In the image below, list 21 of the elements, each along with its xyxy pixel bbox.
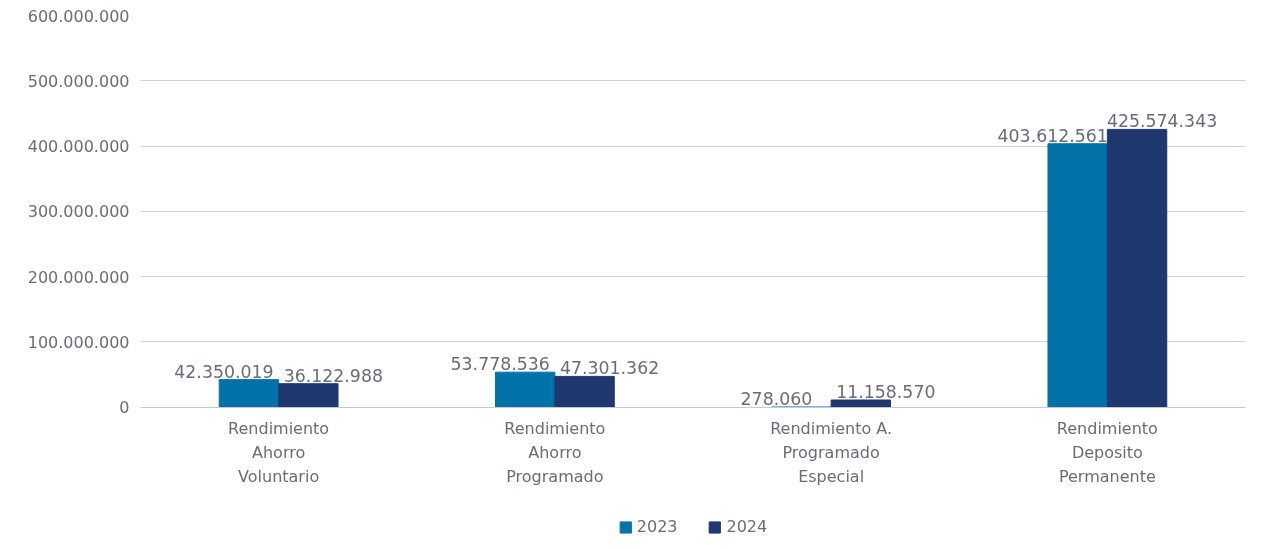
y-tick-label: 0 [119, 398, 130, 418]
y-tick-label: 600.000.000 [27, 6, 130, 26]
x-tick-label: Rendimiento Deposito Permanente [1056, 419, 1158, 486]
data-label: 425.574.343 [1106, 111, 1218, 132]
legend-label: 2023 [636, 517, 678, 536]
x-tick-label: Rendimiento A. Programado Especial [770, 419, 893, 486]
data-label: 53.778.536 [450, 354, 550, 375]
legend-label: 2024 [726, 517, 768, 536]
y-tick-label: 200.000.000 [27, 267, 130, 287]
data-label: 47.301.362 [559, 358, 660, 379]
x-tick-label: Rendimiento Ahorro Voluntario [228, 419, 330, 486]
data-label: 42.350.019 [174, 361, 274, 382]
y-tick-label: 400.000.000 [27, 137, 130, 157]
x-tick-label: Rendimiento Ahorro Programado [504, 419, 606, 486]
data-label: 403.612.561 [997, 125, 1108, 146]
data-label: 11.158.570 [836, 382, 936, 402]
y-tick-label: 300.000.000 [27, 202, 130, 222]
data-label: 278.060 [740, 389, 813, 410]
y-tick-label: 100.000.000 [27, 332, 130, 352]
data-label: 36.122.988 [283, 365, 383, 386]
y-tick-label: 500.000.000 [27, 71, 130, 91]
